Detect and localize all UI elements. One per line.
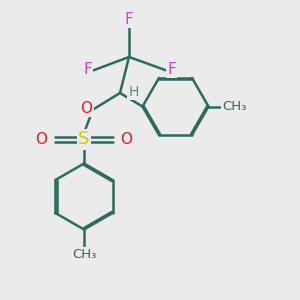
Text: H: H xyxy=(128,85,139,98)
Text: CH₃: CH₃ xyxy=(222,100,246,113)
Text: S: S xyxy=(78,130,90,148)
Text: CH₃: CH₃ xyxy=(72,248,96,262)
Text: F: F xyxy=(167,61,176,76)
Text: O: O xyxy=(35,132,47,147)
Text: F: F xyxy=(83,61,92,76)
Text: O: O xyxy=(80,100,92,116)
Text: O: O xyxy=(121,132,133,147)
Text: F: F xyxy=(124,12,134,27)
